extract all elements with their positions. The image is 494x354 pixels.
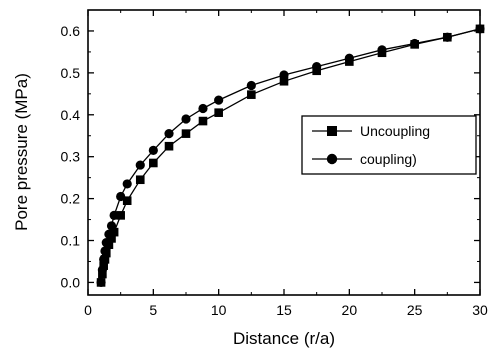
x-tick-label: 10 — [211, 302, 227, 318]
legend-entry-uncoupling: Uncoupling — [312, 123, 430, 139]
data-point-coupling — [475, 24, 485, 34]
x-tick-label: 15 — [276, 302, 292, 318]
data-point-coupling — [246, 80, 256, 91]
data-point-uncoupling — [279, 76, 289, 86]
legend-entry-coupling: coupling) — [312, 151, 417, 167]
data-point-coupling — [148, 145, 158, 156]
data-point-uncoupling — [164, 141, 174, 151]
y-tick-label: 0.5 — [61, 65, 81, 81]
y-axis-label: Pore pressure (MPa) — [12, 73, 31, 231]
y-axis-ticks: 0.0 0.1 0.2 0.3 0.4 0.5 0.6 — [61, 23, 480, 290]
x-tick-label: 0 — [84, 302, 92, 318]
legend-marker-square — [327, 126, 337, 136]
y-tick-label: 0.2 — [61, 191, 81, 207]
data-point-uncoupling — [109, 227, 119, 237]
data-point-coupling — [104, 229, 114, 239]
y-tick-label: 0.6 — [61, 23, 81, 39]
data-point-uncoupling — [198, 116, 208, 126]
data-point-coupling — [377, 45, 387, 55]
legend-label-uncoupling: Uncoupling — [360, 123, 430, 139]
data-point-coupling — [99, 254, 109, 264]
x-tick-label: 20 — [342, 302, 358, 318]
data-point-coupling — [116, 191, 126, 202]
y-tick-label: 0.3 — [61, 149, 81, 165]
data-point-coupling — [198, 103, 208, 114]
data-point-uncoupling — [149, 158, 158, 168]
data-point-uncoupling — [135, 175, 145, 185]
data-point-coupling — [410, 38, 420, 49]
data-point-uncoupling — [214, 108, 223, 117]
data-point-coupling — [312, 61, 322, 72]
legend-label-coupling: coupling) — [360, 151, 417, 167]
data-point-coupling — [181, 114, 191, 124]
data-point-coupling — [109, 210, 119, 220]
data-point-coupling — [344, 53, 354, 63]
x-axis-ticks: 0 5 10 15 20 25 30 — [84, 10, 488, 318]
data-point-uncoupling — [181, 129, 191, 138]
x-tick-label: 25 — [407, 302, 423, 318]
data-point-coupling — [214, 95, 224, 105]
x-axis-label: Distance (r/a) — [233, 329, 335, 348]
data-point-uncoupling — [247, 90, 256, 99]
data-point-coupling — [100, 246, 110, 256]
y-tick-label: 0.4 — [61, 107, 81, 123]
data-point-coupling — [97, 265, 107, 275]
data-point-coupling — [442, 32, 452, 42]
data-point-coupling — [279, 70, 289, 80]
data-point-uncoupling — [122, 196, 132, 205]
x-tick-label: 5 — [149, 302, 157, 318]
x-tick-label: 30 — [472, 302, 488, 318]
y-tick-label: 0.1 — [61, 233, 81, 249]
data-point-uncoupling — [107, 234, 116, 243]
data-point-coupling — [164, 129, 174, 139]
y-tick-label: 0.0 — [61, 274, 81, 290]
data-point-coupling — [96, 277, 106, 288]
legend-marker-circle — [326, 153, 338, 165]
data-point-coupling — [135, 160, 145, 170]
data-point-coupling — [122, 179, 132, 189]
series-layer — [96, 24, 485, 288]
data-point-coupling — [101, 238, 111, 248]
data-point-uncoupling — [116, 211, 125, 220]
legend: Uncoupling coupling) — [301, 115, 477, 175]
legend-box — [301, 115, 477, 175]
data-point-coupling — [106, 221, 117, 231]
